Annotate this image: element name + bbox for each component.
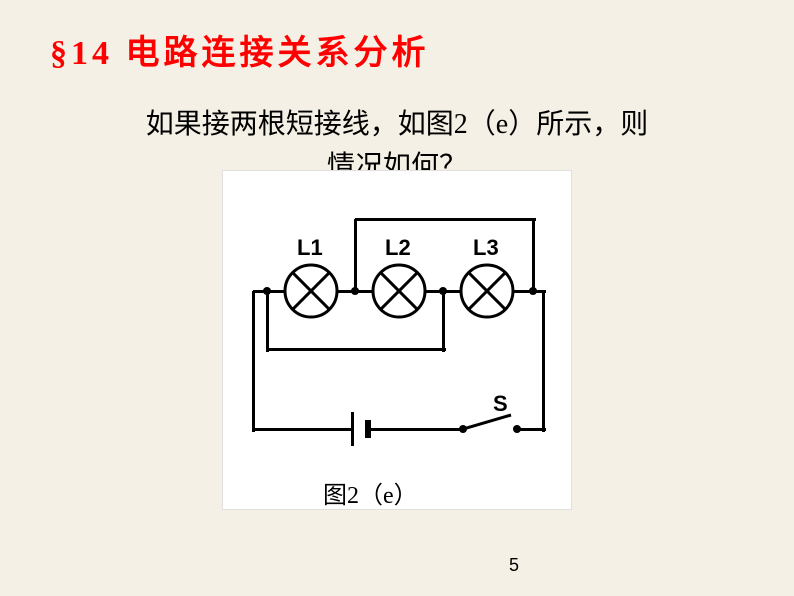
question-line1: 如果接两根短接线，如图2（e）所示，则 — [30, 104, 764, 146]
battery-long-plate — [351, 412, 354, 446]
switch-label: S — [493, 391, 508, 417]
wire — [266, 291, 269, 352]
wire — [517, 428, 546, 431]
page-number: 5 — [509, 555, 519, 576]
wire — [253, 428, 354, 431]
wire — [367, 428, 466, 431]
connection-node — [351, 287, 359, 295]
bulb-icon — [370, 262, 428, 320]
wire — [267, 348, 446, 351]
wire — [532, 219, 535, 294]
bulb-icon — [458, 262, 516, 320]
connection-node — [439, 287, 447, 295]
connection-node — [529, 287, 537, 295]
battery-short-plate — [365, 420, 371, 438]
title-text: §14 电路连接关系分析 — [50, 35, 430, 72]
section-title: §14 电路连接关系分析 — [0, 0, 794, 74]
wire — [442, 291, 445, 352]
connection-node — [263, 287, 271, 295]
bulb-label: L1 — [297, 235, 323, 261]
wire — [542, 291, 545, 432]
wire — [354, 219, 357, 294]
circuit-diagram: S L1 L2 L3 图2（e） — [222, 170, 572, 510]
bulb-label: L2 — [385, 235, 411, 261]
bulb-icon — [282, 262, 340, 320]
diagram-caption: 图2（e） — [323, 475, 418, 510]
wire — [252, 291, 255, 432]
wire — [355, 218, 536, 221]
bulb-label: L3 — [473, 235, 499, 261]
